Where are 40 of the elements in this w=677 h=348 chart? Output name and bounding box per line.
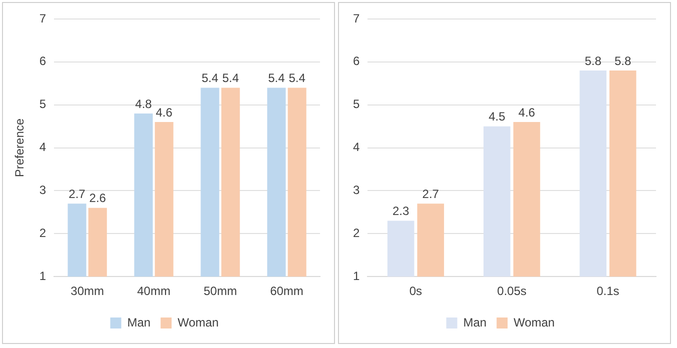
data-label: 4.5 (488, 110, 506, 124)
y-tick-label: 4 (39, 140, 46, 154)
legend-label: Man (127, 315, 151, 330)
data-label: 4.8 (135, 96, 152, 111)
x-tick-label: 0s (409, 284, 422, 298)
data-label: 5.4 (288, 71, 306, 86)
y-tick-label: 4 (352, 140, 360, 154)
x-tick-label: 0.05s (497, 284, 527, 298)
data-label: 5.4 (202, 71, 219, 86)
y-tick-label: 1 (39, 268, 46, 283)
y-tick-label: 2 (39, 226, 46, 240)
x-tick-label: 30mm (70, 284, 104, 298)
y-tick-label: 5 (39, 97, 46, 112)
legend-label: Woman (178, 315, 219, 330)
y-tick-label: 3 (352, 183, 360, 198)
y-axis-title: Preference (12, 118, 27, 178)
legend-label: Man (463, 315, 487, 330)
y-tick-label: 5 (352, 97, 360, 112)
data-label: 5.4 (222, 71, 240, 86)
legend-label: Woman (514, 315, 555, 330)
x-tick-label: 0.1s (596, 284, 620, 298)
y-tick-label: 2 (352, 226, 360, 240)
data-label: 4.6 (156, 105, 173, 120)
data-label: 2.7 (68, 186, 86, 201)
x-tick-label: 60mm (270, 284, 304, 298)
x-tick-label: 50mm (204, 284, 237, 298)
y-tick-label: 6 (352, 54, 360, 68)
data-label: 2.3 (392, 204, 410, 218)
data-label: 5.4 (268, 71, 286, 86)
y-tick-label: 6 (39, 54, 46, 68)
y-tick-label: 7 (39, 11, 46, 26)
y-tick-label: 7 (352, 11, 360, 26)
data-label: 4.6 (518, 105, 536, 120)
data-label: 2.7 (422, 186, 440, 201)
x-tick-label: 40mm (137, 284, 170, 298)
data-label: 5.8 (614, 54, 632, 68)
y-tick-label: 1 (352, 268, 360, 283)
data-label: 5.8 (584, 54, 602, 68)
y-tick-label: 3 (39, 183, 46, 198)
data-label: 2.6 (89, 191, 106, 206)
